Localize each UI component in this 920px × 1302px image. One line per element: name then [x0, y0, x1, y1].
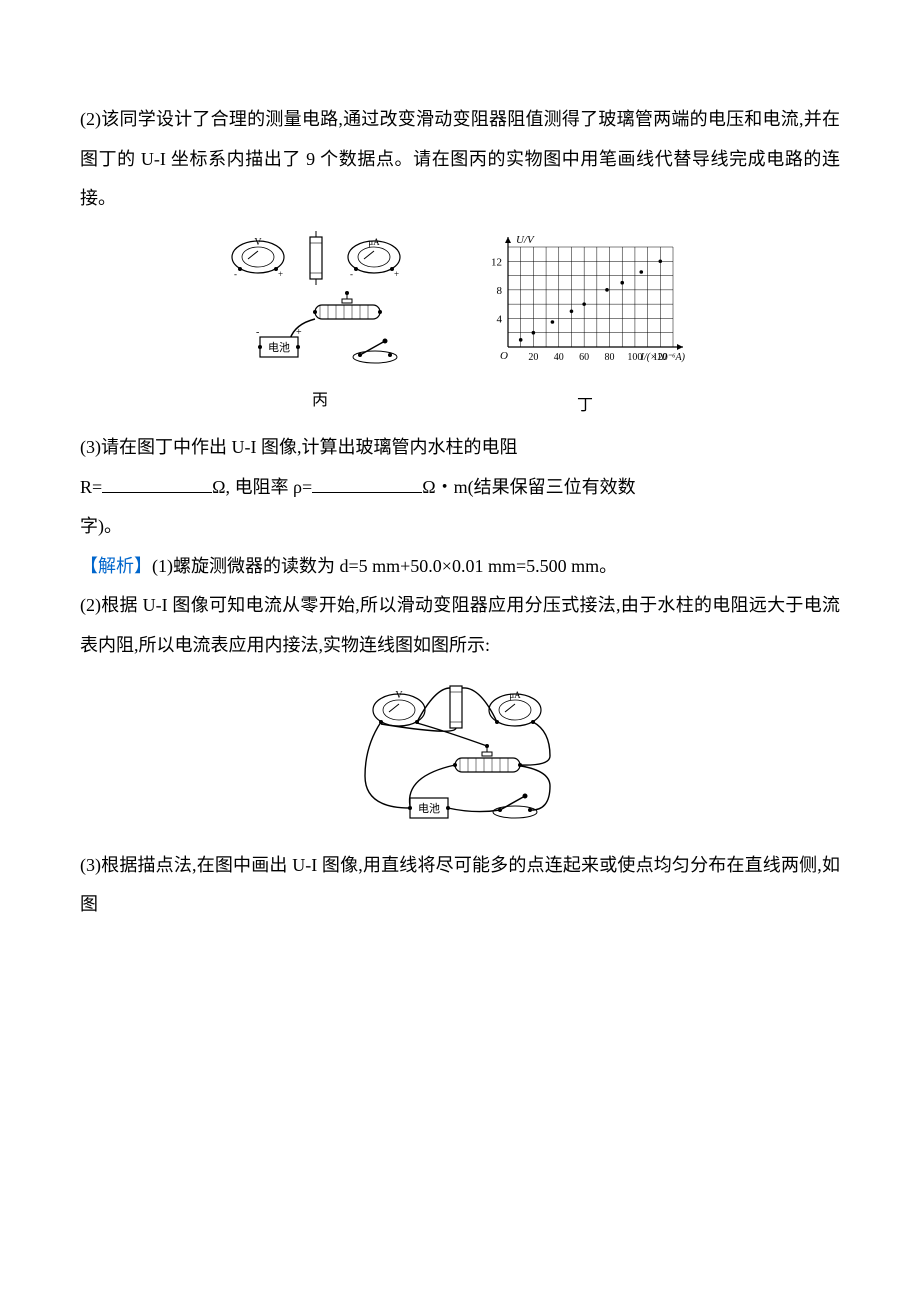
- question-3: (3)请在图丁中作出 U-I 图像,计算出玻璃管内水柱的电阻: [80, 428, 840, 468]
- figures-row-1: V - + μA -: [80, 229, 840, 423]
- solution-p2: (2)根据 U-I 图像可知电流从零开始,所以滑动变阻器应用分压式接法,由于水柱…: [80, 586, 840, 665]
- battery-icon-2: 电池: [408, 798, 450, 818]
- question-3-line3: 字)。: [80, 507, 840, 547]
- svg-text:80: 80: [605, 352, 615, 363]
- graph-caption: 丁: [470, 388, 700, 423]
- solution-p3-text: (3)根据描点法,在图中画出 U-I 图像,用直线将尽可能多的点连起来或使点均匀…: [80, 855, 840, 915]
- circuit-caption: 丙: [220, 383, 420, 418]
- glass-tube-icon: [310, 231, 322, 285]
- battery-icon: 电池 - +: [256, 327, 302, 357]
- svg-text:-: -: [256, 327, 259, 338]
- q2-text: (2)该同学设计了合理的测量电路,通过改变滑动变阻器阻值测得了玻璃管两端的电压和…: [80, 109, 840, 208]
- svg-text:60: 60: [579, 352, 589, 363]
- svg-text:V: V: [254, 237, 262, 248]
- q3-suffix: 字)。: [80, 516, 122, 536]
- circuit-wired-diagram: V μA: [355, 676, 565, 836]
- switch-icon-2: [493, 793, 537, 818]
- solution-p3: (3)根据描点法,在图中画出 U-I 图像,用直线将尽可能多的点连起来或使点均匀…: [80, 846, 840, 925]
- svg-text:4: 4: [497, 313, 503, 325]
- q3-r-label: R=: [80, 477, 102, 497]
- circuit-wired-wrap: V μA: [80, 676, 840, 836]
- svg-text:V: V: [395, 690, 403, 701]
- rheostat-icon-2: [453, 744, 522, 772]
- q3-unit-ohmm: Ω・m(结果保留三位有效数: [422, 477, 635, 497]
- q3-unit-ohm: Ω,: [212, 477, 230, 497]
- svg-text:+: +: [278, 269, 283, 279]
- svg-text:μA: μA: [368, 237, 380, 247]
- svg-text:μA: μA: [509, 690, 521, 700]
- svg-text:O: O: [500, 350, 508, 362]
- solution-p1-text: (1)螺旋测微器的读数为 d=5 mm+50.0×0.01 mm=5.500 m…: [152, 556, 617, 576]
- question-3-line2: R= Ω, 电阻率 ρ= Ω・m(结果保留三位有效数: [80, 468, 840, 508]
- svg-text:+: +: [296, 327, 302, 338]
- svg-text:20: 20: [528, 352, 538, 363]
- ui-graph: 481220406080100120OU/VI/(×10⁻⁶A): [470, 229, 700, 384]
- svg-text:+: +: [394, 269, 399, 279]
- solution-tag: 【解析】: [80, 556, 152, 576]
- svg-text:8: 8: [497, 285, 503, 297]
- svg-text:-: -: [350, 269, 353, 279]
- svg-text:U/V: U/V: [516, 234, 535, 246]
- rheostat-icon: [290, 291, 382, 339]
- voltmeter-icon: V - +: [232, 237, 284, 279]
- solution-p1: 【解析】(1)螺旋测微器的读数为 d=5 mm+50.0×0.01 mm=5.5…: [80, 547, 840, 587]
- circuit-fig-wrap: V - + μA -: [220, 229, 420, 423]
- blank-rho: [312, 474, 422, 493]
- q3-rho-label: 电阻率 ρ=: [230, 477, 312, 497]
- svg-text:I/(×10⁻⁶A): I/(×10⁻⁶A): [640, 352, 686, 363]
- ammeter-icon: μA - +: [348, 237, 400, 279]
- question-2: (2)该同学设计了合理的测量电路,通过改变滑动变阻器阻值测得了玻璃管两端的电压和…: [80, 100, 840, 219]
- switch-icon: [353, 338, 397, 363]
- circuit-diagram: V - + μA -: [220, 229, 420, 379]
- svg-text:40: 40: [554, 352, 564, 363]
- glass-tube-icon-2: [450, 686, 462, 728]
- q3-prefix: (3)请在图丁中作出 U-I 图像,计算出玻璃管内水柱的电阻: [80, 437, 517, 457]
- solution-p2-text: (2)根据 U-I 图像可知电流从零开始,所以滑动变阻器应用分压式接法,由于水柱…: [80, 595, 840, 655]
- blank-r: [102, 474, 212, 493]
- svg-text:12: 12: [491, 256, 502, 268]
- svg-text:电池: 电池: [418, 802, 440, 815]
- graph-fig-wrap: 481220406080100120OU/VI/(×10⁻⁶A) 丁: [470, 229, 700, 423]
- svg-text:-: -: [234, 269, 237, 279]
- svg-text:电池: 电池: [268, 341, 290, 354]
